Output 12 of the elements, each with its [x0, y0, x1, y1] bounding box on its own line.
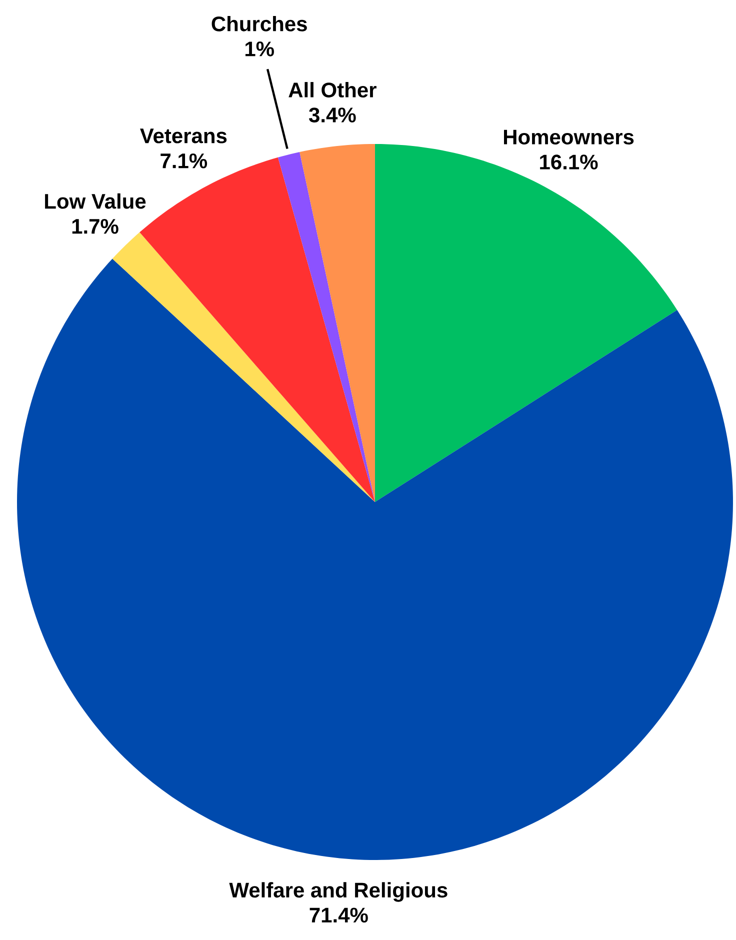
- slice-label: Low Value: [45, 193, 146, 209]
- data-label: 16.1%: [540, 154, 598, 170]
- data-label: 1.7%: [72, 218, 118, 234]
- data-label: 71.4%: [310, 908, 368, 923]
- slice-label: Veterans: [140, 128, 227, 144]
- data-label: 3.4%: [308, 108, 356, 122]
- data-label: 1%: [245, 42, 274, 56]
- slice-label: Welfare and Religious: [229, 882, 448, 902]
- slice-label: Churches: [212, 16, 307, 32]
- slice-label: All Other: [288, 82, 376, 98]
- slice-label: Homeowners: [504, 130, 634, 144]
- data-label: 7.1%: [160, 153, 208, 168]
